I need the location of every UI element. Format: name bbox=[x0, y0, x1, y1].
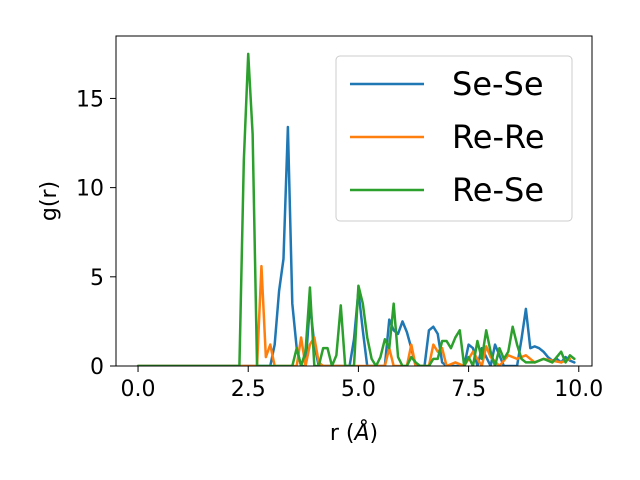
x-tick-label: 0.0 bbox=[121, 377, 156, 402]
legend-label-se-se: Se-Se bbox=[452, 65, 544, 103]
x-axis-label: r (Å) bbox=[330, 419, 378, 446]
x-axis: 0.0 2.5 5.0 7.5 10.0 bbox=[121, 366, 603, 402]
legend-box bbox=[335, 55, 573, 222]
x-tick-label: 7.5 bbox=[451, 377, 486, 402]
x-tick-label: 5.0 bbox=[341, 377, 376, 402]
y-axis: 0 5 10 15 bbox=[76, 87, 116, 380]
series-line-re-se bbox=[136, 52, 576, 366]
plot-frame bbox=[115, 35, 593, 367]
legend-label-re-se: Re-Se bbox=[452, 171, 544, 209]
y-tick-label: 5 bbox=[90, 266, 104, 291]
y-tick-label: 15 bbox=[76, 87, 104, 112]
y-tick-label: 0 bbox=[90, 355, 104, 380]
x-tick-label: 2.5 bbox=[231, 377, 266, 402]
legend-label-re-re: Re-Re bbox=[452, 118, 545, 156]
y-tick-label: 10 bbox=[76, 177, 104, 202]
series-layer bbox=[136, 52, 576, 366]
legend: Se-Se Re-Re Re-Se bbox=[335, 55, 573, 222]
x-tick-label: 10.0 bbox=[554, 377, 603, 402]
y-axis-label: g(r) bbox=[37, 181, 62, 221]
